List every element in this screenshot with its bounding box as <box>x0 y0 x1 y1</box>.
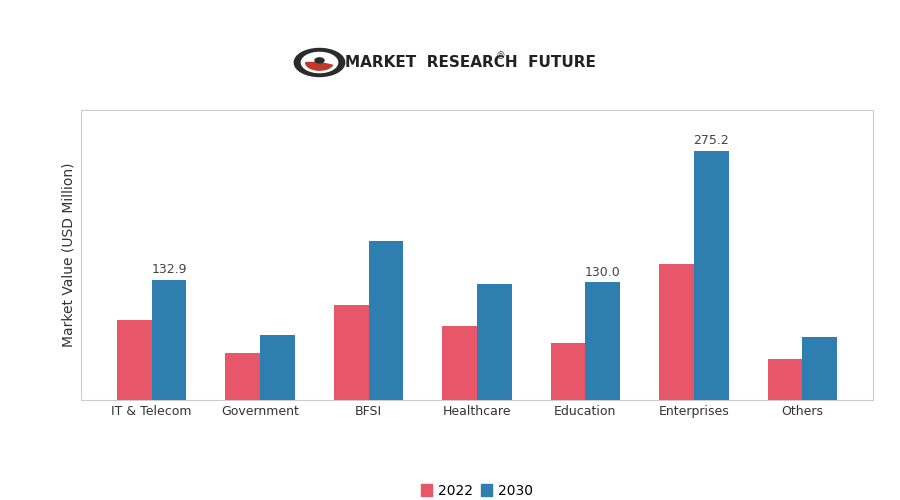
Bar <box>152 280 186 400</box>
Bar <box>369 242 403 400</box>
Bar <box>334 305 369 400</box>
Bar <box>768 359 802 400</box>
Bar <box>260 335 295 400</box>
Bar <box>442 326 477 400</box>
Text: 130.0: 130.0 <box>585 266 621 278</box>
Bar <box>585 282 620 400</box>
Bar <box>117 320 152 400</box>
Text: 132.9: 132.9 <box>151 263 187 276</box>
Text: ®: ® <box>496 52 506 62</box>
Bar <box>802 336 837 400</box>
Legend: 2022, 2030: 2022, 2030 <box>416 478 538 500</box>
Text: 275.2: 275.2 <box>693 134 729 147</box>
Bar <box>551 343 585 400</box>
Bar <box>659 264 694 400</box>
Bar <box>694 150 729 400</box>
Bar <box>225 353 260 400</box>
Text: MARKET  RESEARCH  FUTURE: MARKET RESEARCH FUTURE <box>345 55 596 70</box>
Bar <box>477 284 512 400</box>
Y-axis label: Market Value (USD Million): Market Value (USD Million) <box>61 163 76 348</box>
